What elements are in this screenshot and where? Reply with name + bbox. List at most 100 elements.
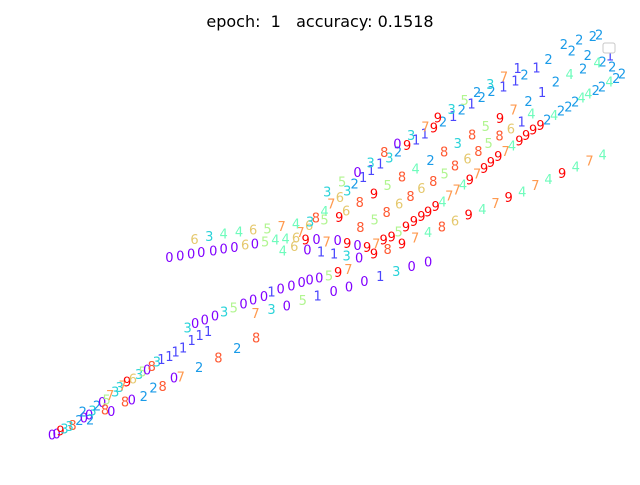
point-label-9: 2 xyxy=(93,399,101,414)
point-label-135: 7 xyxy=(327,198,335,213)
point-label-2: 9 xyxy=(56,425,64,440)
point-label-166: 5 xyxy=(461,94,469,109)
point-label-116: 1 xyxy=(499,81,507,96)
point-label-189: 4 xyxy=(518,185,526,200)
point-label-55: 6 xyxy=(241,239,249,254)
point-label-176: 3 xyxy=(343,250,351,265)
point-label-79: 7 xyxy=(453,184,461,199)
point-label-86: 7 xyxy=(502,145,510,160)
point-label-19: 5 xyxy=(138,365,146,380)
point-label-181: 7 xyxy=(411,232,419,247)
point-label-220: 8 xyxy=(101,403,109,418)
point-label-16: 9 xyxy=(123,375,131,390)
point-label-115: 1 xyxy=(511,75,519,90)
point-label-170: 1 xyxy=(514,62,522,77)
point-label-48: 0 xyxy=(165,251,173,266)
point-label-252: 9 xyxy=(370,188,378,203)
point-label-80: 4 xyxy=(459,179,467,194)
point-label-129: 1 xyxy=(376,158,384,173)
point-label-56: 0 xyxy=(251,238,259,253)
point-label-199: 4 xyxy=(235,225,243,240)
point-label-90: 9 xyxy=(529,124,537,139)
point-label-96: 2 xyxy=(571,95,579,110)
point-label-99: 2 xyxy=(592,84,600,99)
point-label-13: 3 xyxy=(111,385,119,400)
point-label-240: 1 xyxy=(538,86,546,101)
point-label-6: 0 xyxy=(80,412,88,427)
point-label-239: 1 xyxy=(606,49,614,64)
point-label-247: 8 xyxy=(440,145,448,160)
point-label-243: 9 xyxy=(496,112,504,127)
point-label-57: 5 xyxy=(261,236,269,251)
point-label-35: 5 xyxy=(230,302,238,317)
point-label-224: 7 xyxy=(177,371,185,386)
point-label-214: 0 xyxy=(360,275,368,290)
point-label-175: 1 xyxy=(330,248,338,263)
point-label-82: 7 xyxy=(473,167,481,182)
point-label-162: 3 xyxy=(407,129,415,144)
point-label-72: 9 xyxy=(402,221,410,236)
point-label-103: 2 xyxy=(618,68,626,83)
point-label-178: 9 xyxy=(370,247,378,262)
point-label-84: 9 xyxy=(487,156,495,171)
point-label-43: 0 xyxy=(305,274,313,289)
point-label-64: 0 xyxy=(333,234,341,249)
point-label-225: 2 xyxy=(195,361,203,376)
point-label-33: 0 xyxy=(211,309,219,324)
point-label-156: 3 xyxy=(323,186,331,201)
point-label-141: 5 xyxy=(370,213,378,228)
point-label-27: 1 xyxy=(188,334,196,349)
point-label-130: 1 xyxy=(367,164,375,179)
point-label-132: 2 xyxy=(351,177,359,192)
point-label-59: 4 xyxy=(282,233,290,248)
point-label-233: 2 xyxy=(149,382,157,397)
point-label-23: 1 xyxy=(157,353,165,368)
point-label-39: 1 xyxy=(267,285,275,300)
point-label-38: 0 xyxy=(260,290,268,305)
point-label-208: 3 xyxy=(267,303,275,318)
point-label-41: 0 xyxy=(287,280,295,295)
point-label-248: 2 xyxy=(426,154,434,169)
point-label-149: 6 xyxy=(463,153,471,168)
point-label-52: 0 xyxy=(209,245,217,260)
point-label-106: 2 xyxy=(584,49,592,64)
point-label-134: 6 xyxy=(336,191,344,206)
point-label-127: 2 xyxy=(394,145,402,160)
point-label-70: 9 xyxy=(388,231,396,246)
point-label-163: 7 xyxy=(421,121,429,136)
point-label-7: 0 xyxy=(85,409,93,424)
point-label-186: 4 xyxy=(478,203,486,218)
point-label-87: 4 xyxy=(508,140,516,155)
point-label-8: 3 xyxy=(88,405,96,420)
point-label-137: 8 xyxy=(312,212,320,227)
point-label-12: 7 xyxy=(106,389,114,404)
point-label-46: 9 xyxy=(334,266,342,281)
point-label-246: 3 xyxy=(454,137,462,152)
point-label-110: 2 xyxy=(589,30,597,45)
point-label-207: 7 xyxy=(251,307,259,322)
point-label-143: 6 xyxy=(395,198,403,213)
point-label-105: 2 xyxy=(598,55,606,70)
point-label-122: 2 xyxy=(439,115,447,130)
point-label-97: 4 xyxy=(577,92,585,107)
point-label-234: 0 xyxy=(170,372,178,387)
point-label-36: 0 xyxy=(239,298,247,313)
point-label-174: 1 xyxy=(317,246,325,261)
point-label-17: 6 xyxy=(129,373,137,388)
point-label-236: 4 xyxy=(565,68,573,83)
point-label-201: 5 xyxy=(263,223,271,238)
point-label-188: 9 xyxy=(504,191,512,206)
point-label-254: 6 xyxy=(342,205,350,220)
point-label-200: 6 xyxy=(249,224,257,239)
point-label-107: 2 xyxy=(568,45,576,60)
point-label-4: 8 xyxy=(68,419,76,434)
point-label-155: 4 xyxy=(527,108,535,123)
point-label-45: 5 xyxy=(325,269,333,284)
point-label-153: 6 xyxy=(507,123,515,138)
point-label-213: 0 xyxy=(345,281,353,296)
point-label-89: 9 xyxy=(522,129,530,144)
point-label-69: 9 xyxy=(380,234,388,249)
point-label-169: 7 xyxy=(500,71,508,86)
point-label-237: 2 xyxy=(579,63,587,78)
